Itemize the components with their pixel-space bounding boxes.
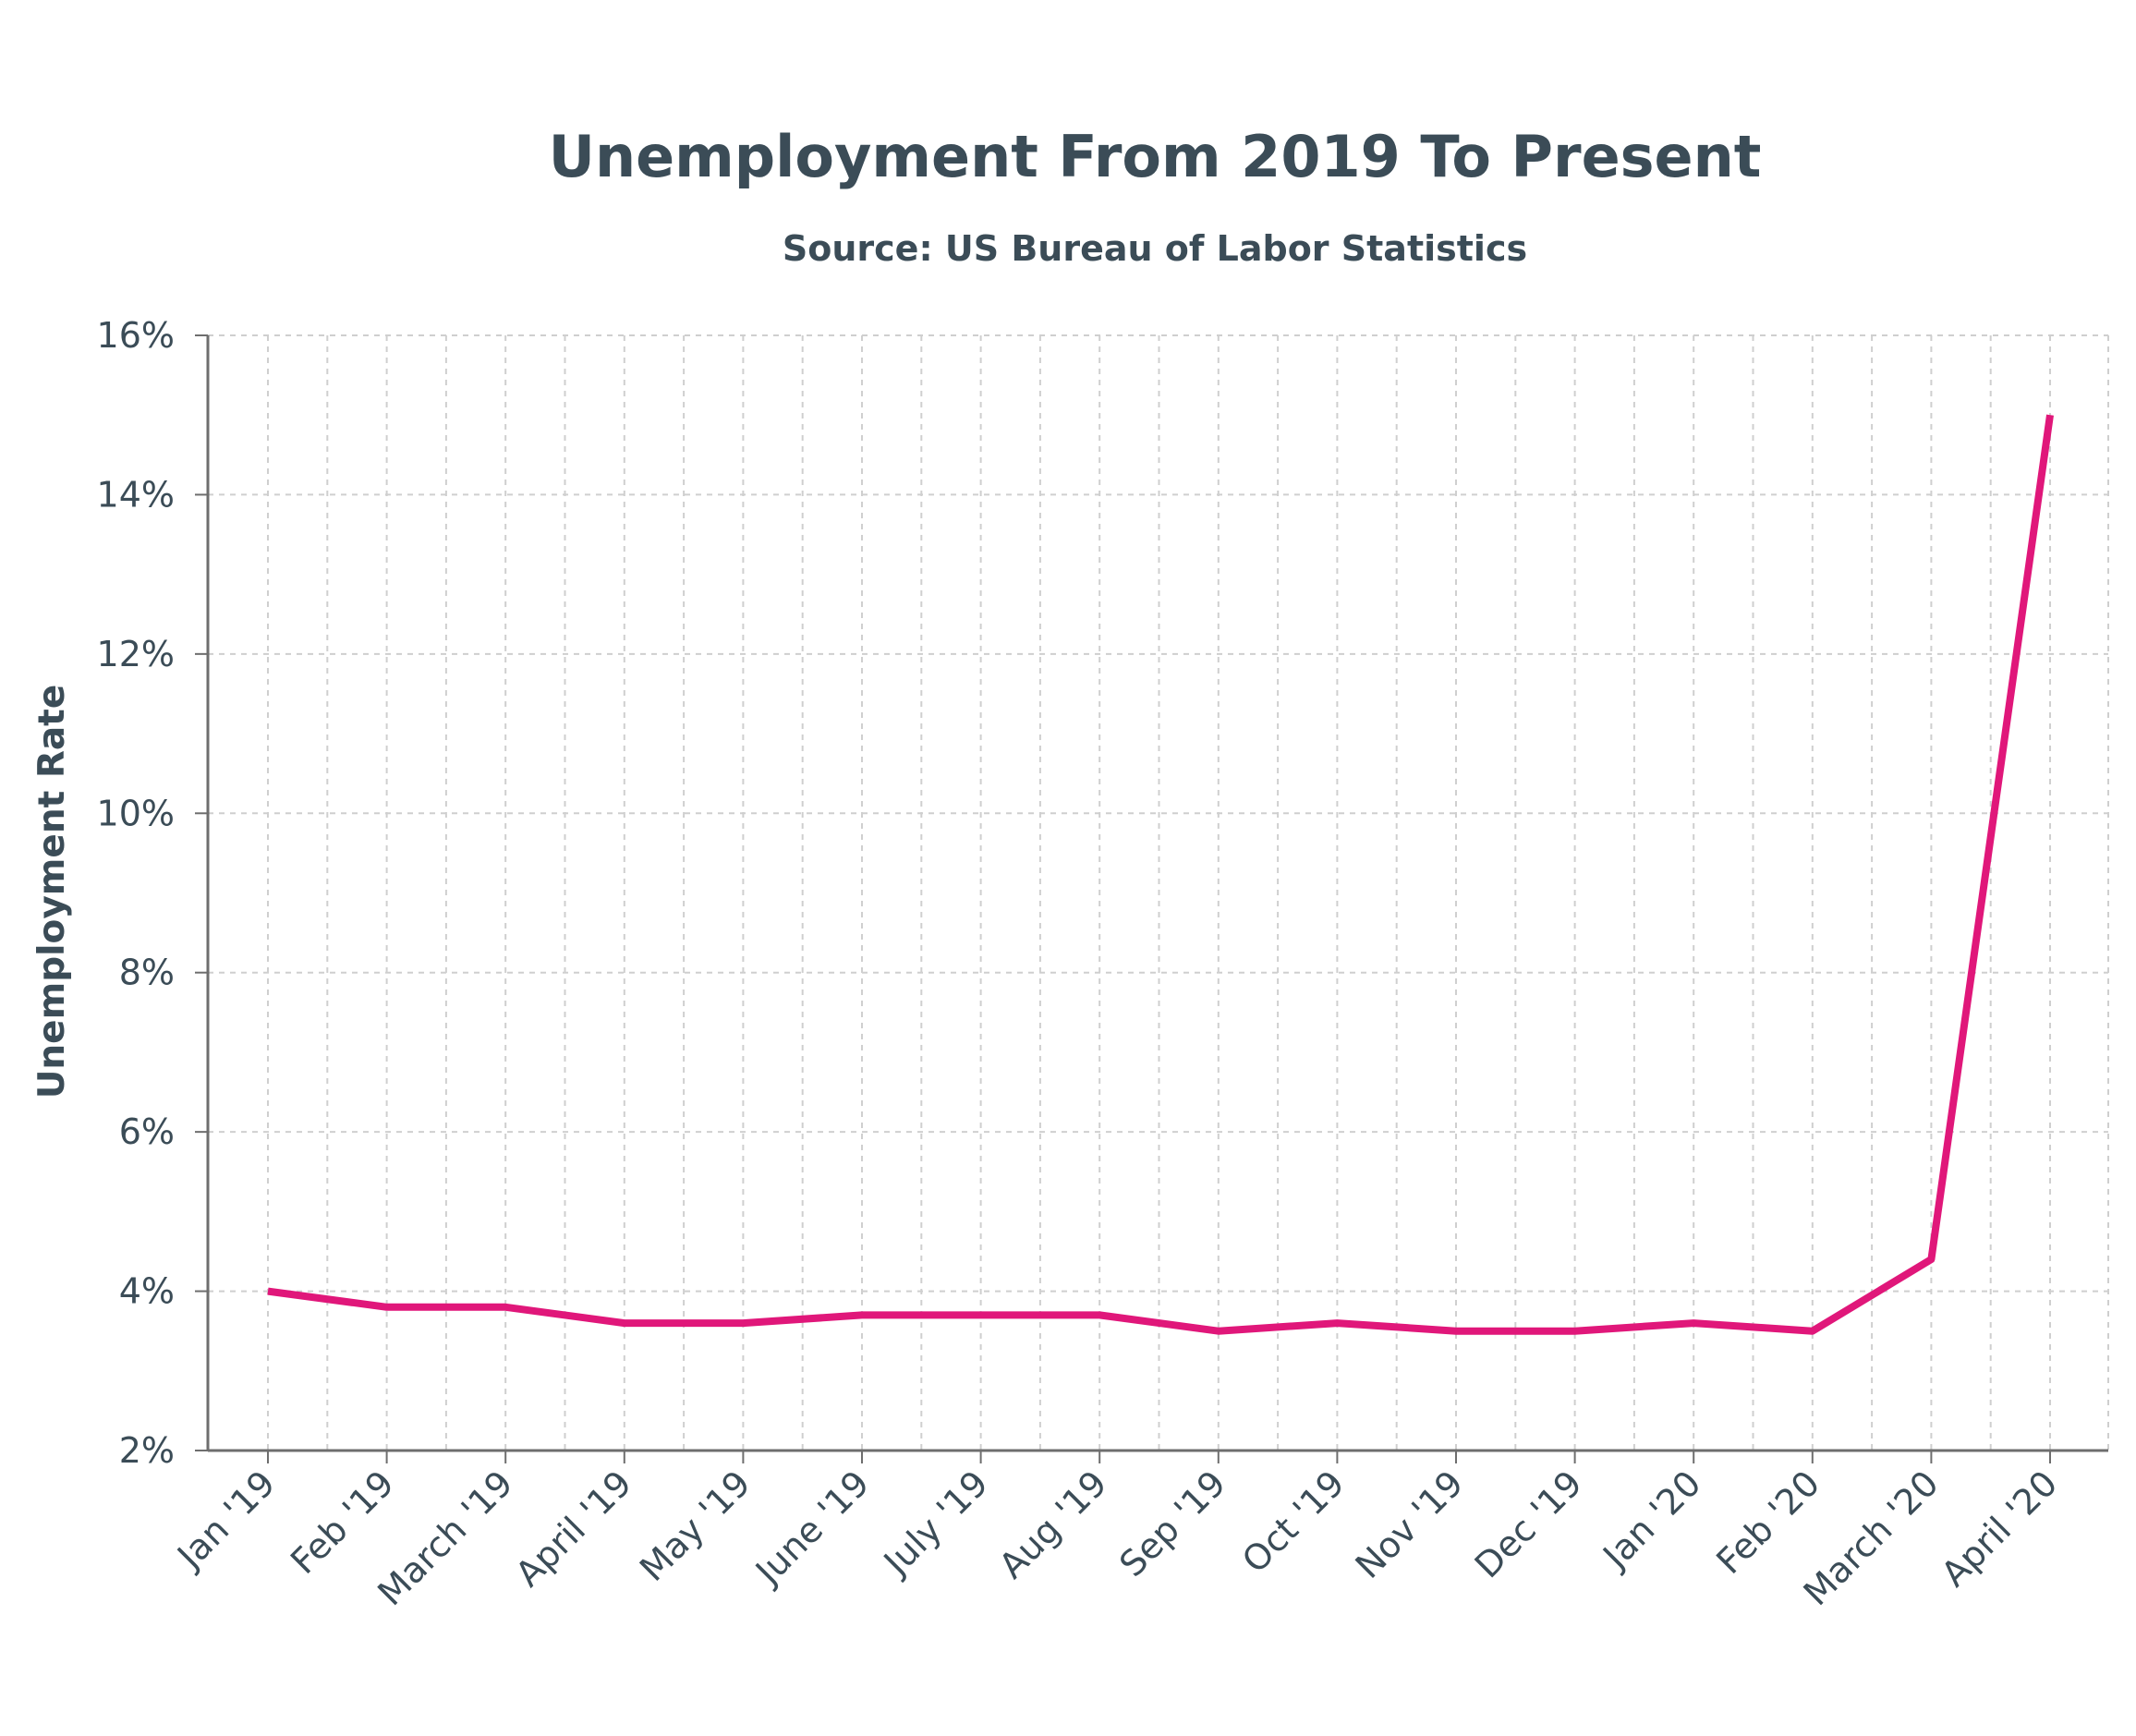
x-tick-label: Oct '19 bbox=[1234, 1463, 1353, 1581]
grid bbox=[208, 334, 2109, 1451]
x-tick-label: Aug '19 bbox=[991, 1463, 1115, 1586]
x-tick-label: Feb '20 bbox=[1708, 1463, 1827, 1582]
x-tick-label: Dec '19 bbox=[1467, 1463, 1590, 1585]
y-tick-labels: 2% 4% 6% 8% 10% 12% 14% 16% bbox=[97, 315, 175, 1471]
y-tick-label: 8% bbox=[119, 953, 175, 993]
x-tick-label: June '19 bbox=[746, 1463, 877, 1593]
x-tick-label: April '19 bbox=[508, 1463, 640, 1595]
y-tick-label: 2% bbox=[119, 1430, 175, 1471]
y-tick-label: 12% bbox=[97, 634, 175, 674]
y-tick-label: 16% bbox=[97, 315, 175, 356]
y-tick-label: 14% bbox=[97, 474, 175, 515]
x-tick-label: Feb '19 bbox=[283, 1463, 402, 1582]
x-tick-label: April '20 bbox=[1934, 1463, 2066, 1595]
series-line bbox=[267, 414, 2054, 1335]
x-tick-label: May '19 bbox=[632, 1463, 759, 1589]
axes bbox=[195, 334, 2108, 1463]
x-tick-label: July '19 bbox=[875, 1463, 996, 1584]
x-tick-label: Jan '19 bbox=[168, 1463, 283, 1577]
series bbox=[267, 414, 2054, 1335]
y-axis-label: Unemployment Rate bbox=[31, 685, 73, 1099]
x-tick-label: Jan '20 bbox=[1594, 1463, 1708, 1577]
x-tick-label: Sep '19 bbox=[1111, 1463, 1233, 1584]
x-tick-label: Nov '19 bbox=[1348, 1463, 1472, 1586]
y-tick-label: 6% bbox=[119, 1111, 175, 1152]
y-tick-label: 10% bbox=[97, 793, 175, 833]
chart-subtitle: Source: US Bureau of Labor Statistics bbox=[782, 228, 1528, 269]
chart-title: Unemployment From 2019 To Present bbox=[548, 123, 1762, 190]
y-tick-label: 4% bbox=[119, 1271, 175, 1312]
